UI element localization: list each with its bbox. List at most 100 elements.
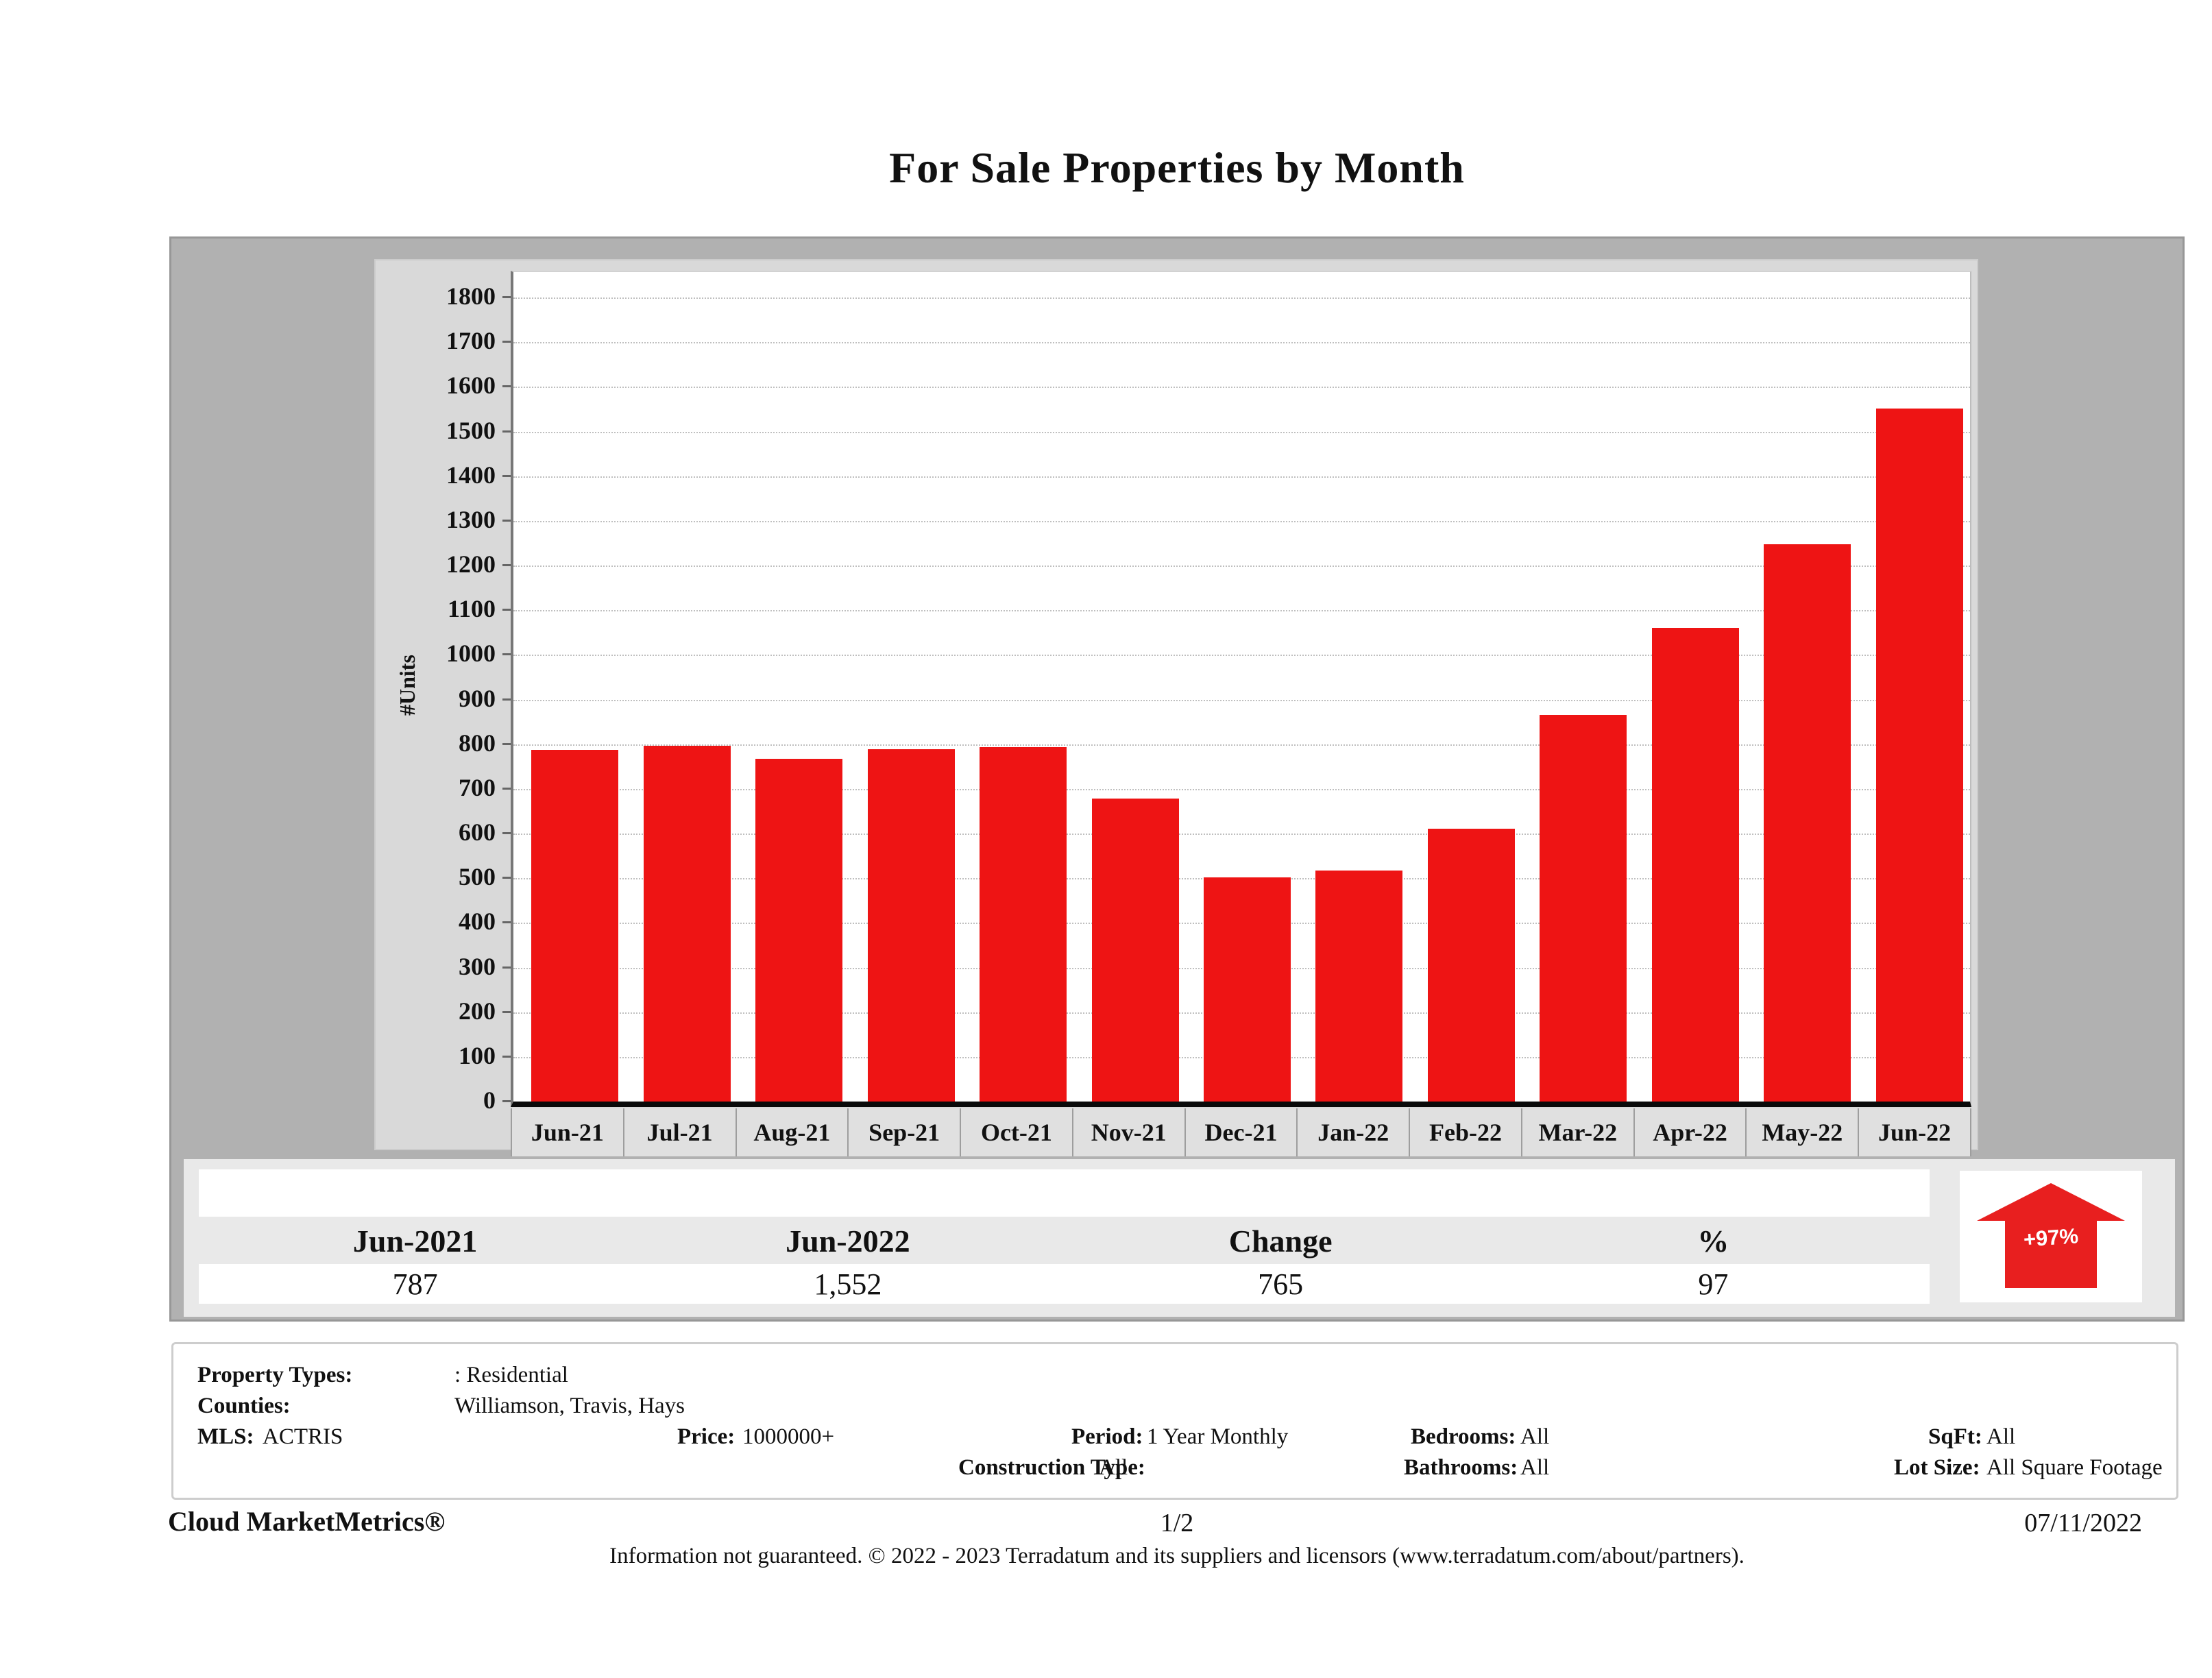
up-arrow-shaft — [2005, 1220, 2097, 1288]
bar-Mar-22 — [1540, 715, 1627, 1102]
summary-panel: Jun-2021 Jun-2022 Change% 787 1,552 765 97 +9… — [184, 1159, 2175, 1317]
summary-value-row: 787 1,552 765 97 — [199, 1264, 1930, 1304]
gridline-1700 — [513, 342, 1970, 344]
footer-page-number: 1/2 — [1160, 1509, 1194, 1537]
summary-value-Jun-2022: 1,552 — [814, 1267, 882, 1301]
y-tick-label-1500: 1500 — [446, 416, 496, 444]
y-tick-label-200: 200 — [459, 997, 496, 1025]
bar-Aug-21 — [755, 759, 842, 1102]
y-tick-label-1300: 1300 — [446, 505, 496, 533]
gridline-1600 — [513, 387, 1970, 389]
footer-disclaimer: Information not guaranteed. © 2022 - 202… — [609, 1544, 1745, 1568]
x-tick-label-Jun-22: Jun-22 — [1858, 1108, 1971, 1156]
x-tick-label-Oct-21: Oct-21 — [960, 1108, 1072, 1156]
y-tick-mark-800 — [502, 742, 512, 745]
filter-label-construction_type: Construction Type: — [958, 1455, 1145, 1480]
footer-brand: Cloud MarketMetrics® — [168, 1506, 446, 1537]
filter-value-period: 1 Year Monthly — [1147, 1424, 1289, 1449]
x-tick-label-May-22: May-22 — [1745, 1108, 1858, 1156]
filter-label-property_types: Property Types: — [197, 1363, 353, 1387]
y-tick-label-100: 100 — [459, 1041, 496, 1069]
chart-panel: #Units 0 100 200 300 400 500 600 700 800 900 1000 1… — [374, 259, 1980, 1156]
y-tick-mark-1800 — [502, 296, 512, 298]
x-tick-label-Apr-22: Apr-22 — [1633, 1108, 1746, 1156]
y-tick-mark-1500 — [502, 430, 512, 433]
bar-Nov-21 — [1092, 799, 1179, 1102]
bar-Jun-22 — [1876, 409, 1963, 1102]
y-tick-mark-1600 — [502, 385, 512, 388]
gridline-1200 — [513, 566, 1970, 567]
y-tick-mark-0 — [502, 1100, 512, 1102]
filter-value-bathrooms: All — [1520, 1455, 1550, 1480]
y-tick-mark-400 — [502, 921, 512, 924]
gridline-1500 — [513, 431, 1970, 433]
gridline-1400 — [513, 476, 1970, 478]
y-tick-mark-1400 — [502, 474, 512, 477]
filter-label-lot_size: Lot Size: — [1894, 1455, 1980, 1480]
y-tick-mark-100 — [502, 1055, 512, 1058]
y-tick-mark-200 — [502, 1010, 512, 1013]
summary-value-Change: 765 — [1258, 1267, 1304, 1301]
bar-Oct-21 — [980, 747, 1067, 1102]
y-tick-label-1200: 1200 — [446, 550, 496, 578]
gridline-900 — [513, 699, 1970, 701]
gridline-600 — [513, 834, 1970, 835]
y-tick-label-400: 400 — [459, 908, 496, 936]
page-title: For Sale Properties by Month — [889, 143, 1465, 192]
summary-header-Change: Change — [1228, 1224, 1333, 1258]
filter-label-bathrooms: Bathrooms: — [1404, 1455, 1518, 1480]
filter-label-period: Period: — [1071, 1424, 1143, 1449]
plot-area — [511, 271, 1971, 1107]
filter-label-counties: Counties: — [197, 1394, 291, 1418]
filter-value-construction_type: All — [1099, 1455, 1128, 1480]
y-tick-label-300: 300 — [459, 952, 496, 980]
y-tick-label-1100: 1100 — [447, 595, 496, 623]
filter-value-bedrooms: All — [1520, 1424, 1550, 1449]
y-tick-label-700: 700 — [459, 773, 496, 801]
summary-header-Jun-2022: Jun-2022 — [786, 1224, 910, 1258]
y-tick-label-800: 800 — [459, 729, 496, 757]
y-tick-label-1000: 1000 — [446, 640, 496, 668]
gridline-1100 — [513, 610, 1970, 612]
filter-label-bedrooms: Bedrooms: — [1411, 1424, 1516, 1449]
x-tick-label-Feb-22: Feb-22 — [1409, 1108, 1521, 1156]
x-tick-label-Sep-21: Sep-21 — [847, 1108, 960, 1156]
x-tick-label-Dec-21: Dec-21 — [1184, 1108, 1297, 1156]
filter-value-counties: Williamson, Travis, Hays — [454, 1394, 685, 1418]
bar-Dec-21 — [1204, 877, 1291, 1102]
summary-header-%: % — [1697, 1224, 1729, 1258]
bar-Sep-21 — [868, 749, 955, 1102]
filter-value-price: 1000000+ — [742, 1424, 835, 1449]
y-tick-label-900: 900 — [459, 684, 496, 712]
filter-label-sqft: SqFt: — [1928, 1424, 1982, 1449]
y-tick-label-1600: 1600 — [446, 372, 496, 400]
y-tick-mark-500 — [502, 877, 512, 879]
x-tick-label-Jan-22: Jan-22 — [1296, 1108, 1409, 1156]
filter-value-mls: ACTRIS — [263, 1424, 343, 1449]
report-frame: #Units 0 100 200 300 400 500 600 700 800 900 1000 1… — [169, 236, 2185, 1322]
trend-arrow-box: +97% — [1960, 1171, 2142, 1302]
gridline-800 — [513, 744, 1970, 746]
up-arrow-icon — [1977, 1183, 2125, 1221]
gridline-1800 — [513, 297, 1970, 299]
bar-Apr-22 — [1652, 628, 1739, 1102]
bar-Jul-21 — [644, 746, 731, 1102]
y-tick-label-1400: 1400 — [446, 461, 496, 489]
y-axis-tick-labels: 0 100 200 300 400 500 600 700 800 900 1000 1100 1200… — [376, 260, 1980, 1152]
y-tick-label-600: 600 — [459, 818, 496, 846]
bar-Feb-22 — [1428, 829, 1515, 1102]
y-tick-mark-600 — [502, 832, 512, 834]
y-tick-label-1700: 1700 — [446, 327, 496, 355]
y-tick-mark-1000 — [502, 653, 512, 656]
bar-May-22 — [1764, 544, 1851, 1102]
report-parameters-box: Property Types: : Residential Counties: Wil… — [171, 1342, 2178, 1500]
filter-value-property_types: : Residential — [454, 1363, 568, 1387]
x-tick-label-Aug-21: Aug-21 — [735, 1108, 848, 1156]
y-tick-mark-1300 — [502, 519, 512, 522]
y-tick-mark-900 — [502, 698, 512, 701]
summary-header-Jun-2021: Jun-2021 — [352, 1224, 478, 1258]
filter-value-sqft: All — [1986, 1424, 2016, 1449]
x-tick-label-Jul-21: Jul-21 — [622, 1108, 736, 1156]
y-tick-mark-300 — [502, 966, 512, 969]
footer-date: 07/11/2022 — [2024, 1509, 2142, 1537]
